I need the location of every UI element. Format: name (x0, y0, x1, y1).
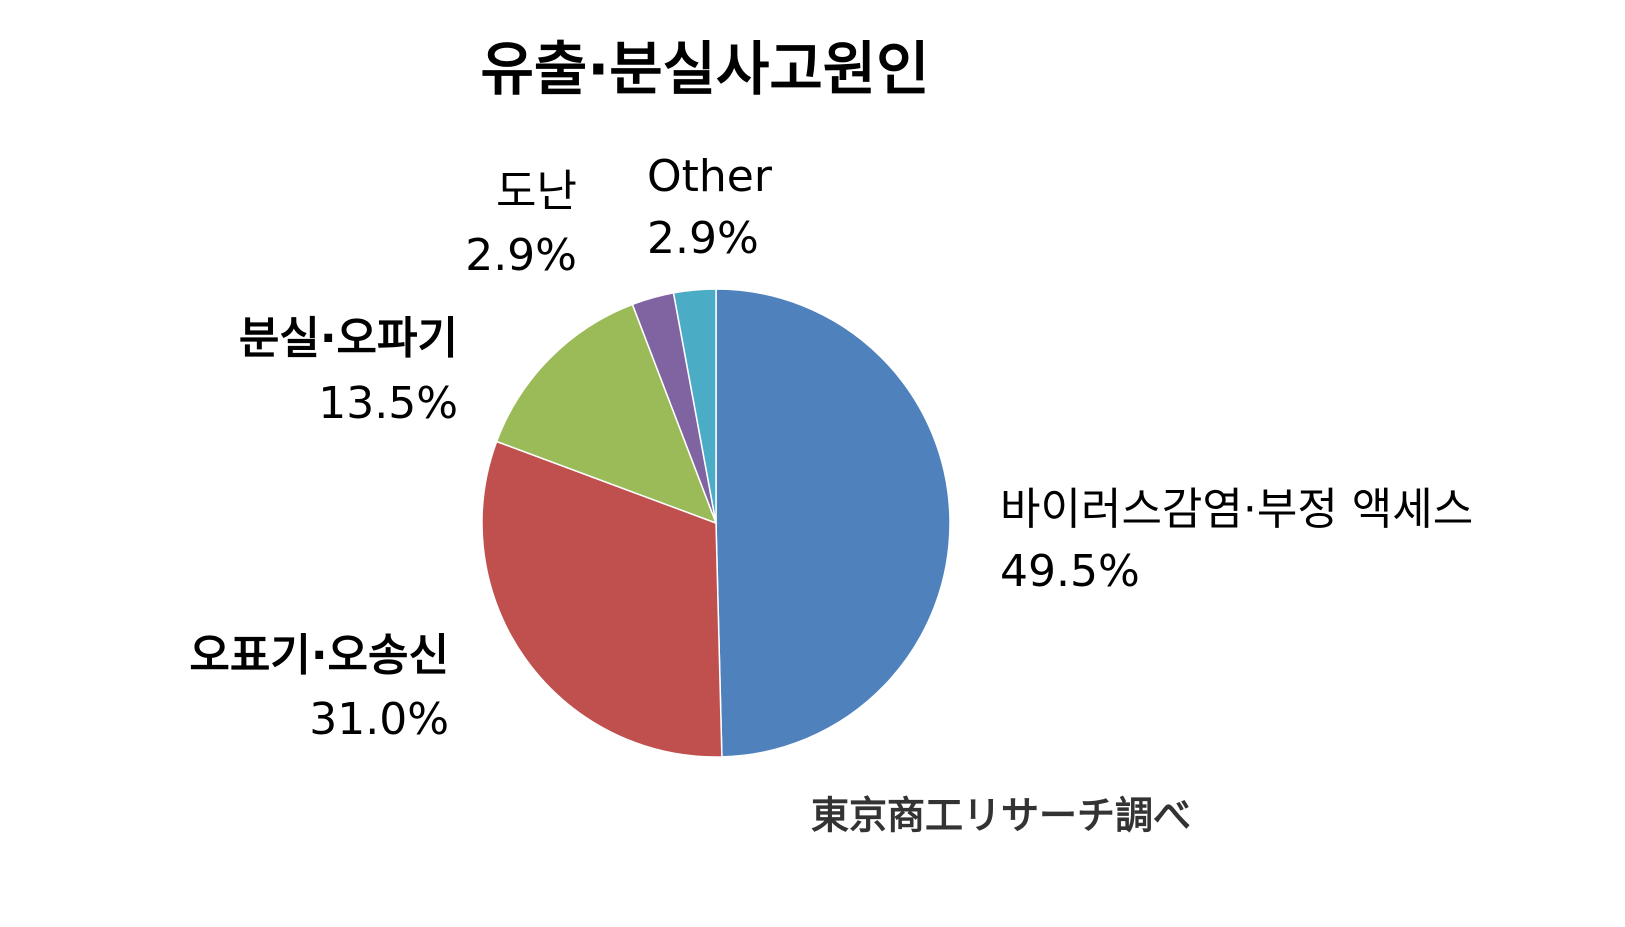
slice-label: Other (647, 151, 773, 202)
value-label: 13.5% (318, 378, 458, 429)
source-note: 東京商工リサーチ調べ (811, 794, 1191, 838)
pie-slice (481, 440, 723, 758)
slice-label: 분실·오파기 (239, 313, 458, 364)
pie-slice (672, 288, 717, 524)
value-label: 2.9% (465, 230, 577, 281)
slice-label: 바이러스감염·부정 액세스 (1000, 484, 1473, 535)
slice-label: 도난 (496, 166, 577, 217)
slice-label: 오표기·오송신 (189, 630, 449, 681)
chart-title: 유출·분실사고원인 (481, 35, 930, 103)
value-label: 49.5% (1000, 546, 1140, 597)
value-label: 2.9% (647, 213, 759, 264)
pie-slice (495, 303, 718, 525)
pie-slice (715, 288, 951, 758)
value-label: 31.0% (309, 694, 449, 745)
